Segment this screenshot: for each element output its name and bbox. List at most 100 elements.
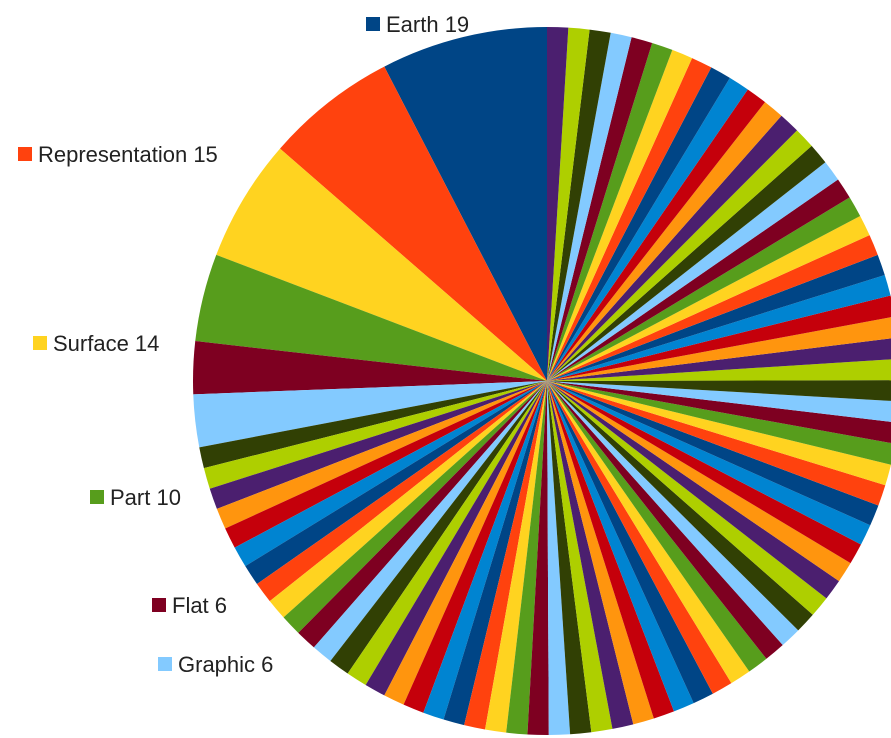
label-text-part: Part 10	[110, 485, 181, 510]
pie-slice-minor-72	[547, 67, 730, 382]
pie-slice-minor-76	[547, 37, 653, 381]
pie-labels: Earth 19 Representation 15 Surface 14 Part …	[18, 12, 469, 677]
pie-slice-minor-39	[547, 381, 767, 672]
pie-slice-minor-75	[547, 42, 673, 381]
pie-slice-minor-43	[547, 381, 827, 615]
pie-slice-minor-48	[547, 381, 879, 526]
pie-slice-minor-28	[527, 381, 549, 736]
pie-slice-minor-67	[547, 130, 812, 381]
label-part: Part 10	[90, 485, 181, 510]
pie-slice-minor-68	[547, 115, 797, 381]
label-swatch-earth	[366, 17, 380, 31]
pie-slice-minor-7	[203, 381, 547, 489]
pie-slice-minor-10	[225, 381, 547, 548]
label-earth: Earth 19	[366, 12, 469, 37]
pie-slice-part	[195, 254, 547, 381]
pie-slice-minor-69	[547, 102, 782, 382]
pie-slice-minor-14	[269, 381, 547, 618]
pie-slice-minor-71	[547, 77, 748, 381]
pie-slice-minor-31	[547, 381, 613, 733]
pie-slice-minor-19	[347, 381, 547, 686]
pie-slice-minor-59	[547, 275, 891, 381]
pie-slice-minor-23	[423, 381, 547, 720]
label-swatch-representation	[18, 147, 32, 161]
pie-slice-minor-26	[485, 381, 547, 733]
pie-slice-minor-74	[547, 49, 693, 382]
pie-slice-minor-30	[547, 381, 592, 735]
pie-slice-minor-64	[547, 179, 850, 381]
pie-slice-minor-57	[547, 317, 891, 381]
pie-slice-minor-42	[547, 381, 813, 631]
pie-slice-minor-15	[283, 381, 547, 633]
pie-slice-minor-51	[547, 381, 891, 465]
pie-slice-minor-38	[547, 381, 750, 684]
pie-slice-minor-45	[547, 381, 851, 582]
pie-slice-minor-32	[547, 381, 634, 729]
pie-slice-minor-13	[256, 381, 547, 602]
pie-slice-minor-49	[547, 381, 886, 506]
pie-slice-minor-41	[547, 381, 799, 646]
pie-slice-minor-56	[547, 338, 891, 381]
pie-slice-minor-60	[547, 254, 885, 381]
pie-slice-minor-70	[547, 89, 766, 381]
pie-slice-minor-79	[547, 27, 590, 381]
pie-slice-minor-54	[547, 380, 891, 401]
label-representation: Representation 15	[18, 142, 218, 167]
pie-slice-minor-73	[547, 58, 712, 382]
pie-slice-flat	[192, 341, 548, 395]
pie-slice-minor-52	[547, 381, 891, 444]
label-flat: Flat 6	[152, 593, 227, 618]
pie-slice-minor-47	[547, 381, 871, 545]
pie-slice-graphic	[193, 381, 547, 448]
pie-slice-minor-6	[199, 381, 547, 469]
label-text-graphic: Graphic 6	[178, 652, 273, 677]
pie-slice-minor-46	[547, 381, 861, 564]
pie-slice-surface	[216, 148, 547, 381]
label-text-flat: Flat 6	[172, 593, 227, 618]
pie-slice-representation	[280, 66, 547, 381]
pie-slice-minor-66	[547, 145, 826, 381]
pie-slice-minor-16	[298, 381, 547, 648]
pie-slice-minor-78	[547, 29, 611, 381]
pie-slice-minor-50	[547, 381, 891, 486]
pie-slice-minor-12	[245, 381, 547, 585]
pie-slice-minor-40	[547, 381, 783, 659]
pie-slice-minor-17	[313, 381, 547, 661]
pie-slice-minor-55	[547, 359, 891, 381]
pie-slice-minor-80	[547, 26, 569, 381]
label-text-surface: Surface 14	[53, 331, 159, 356]
pie-slice-minor-27	[506, 381, 547, 735]
pie-slice-minor-29	[547, 381, 571, 735]
pie-slice-minor-25	[464, 381, 547, 730]
pie-slice-earth	[384, 27, 547, 381]
pie-slice-minor-11	[234, 381, 548, 567]
label-text-earth: Earth 19	[386, 12, 469, 37]
pie-slices	[192, 26, 891, 736]
pie-slice-minor-58	[547, 295, 891, 381]
label-swatch-graphic	[158, 657, 172, 671]
pie-slice-minor-44	[547, 381, 840, 599]
label-swatch-part	[90, 490, 104, 504]
label-text-representation: Representation 15	[38, 142, 218, 167]
pie-slice-minor-9	[216, 381, 547, 529]
pie-slice-minor-22	[403, 381, 547, 713]
pie-slice-minor-18	[330, 381, 547, 674]
label-graphic: Graphic 6	[158, 652, 273, 677]
pie-slice-minor-8	[209, 381, 547, 509]
pie-slice-minor-21	[384, 381, 547, 705]
label-swatch-flat	[152, 598, 166, 612]
pie-slice-minor-33	[547, 381, 654, 725]
label-surface: Surface 14	[33, 331, 159, 356]
pie-slice-minor-63	[547, 197, 861, 381]
pie-slice-minor-65	[547, 162, 839, 381]
pie-slice-minor-62	[547, 215, 870, 381]
pie-slice-minor-34	[547, 381, 674, 719]
pie-slice-minor-61	[547, 235, 878, 381]
pie-slice-minor-35	[547, 381, 694, 712]
pie-slice-minor-20	[365, 381, 547, 696]
pie-slice-minor-24	[443, 381, 547, 726]
pie-slice-minor-77	[547, 32, 632, 381]
pie-slice-minor-37	[547, 381, 732, 694]
pie-slice-minor-53	[547, 381, 891, 422]
